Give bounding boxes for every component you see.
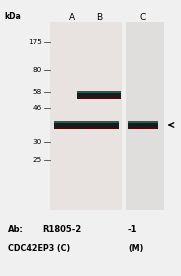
Text: 30: 30 (33, 139, 42, 145)
Bar (50, 22, 122, 210)
Bar (81, 127, 117, 129)
Bar (79, 121, 119, 129)
Text: A: A (69, 14, 75, 23)
Text: 25: 25 (33, 157, 42, 163)
Bar (56, 127, 88, 129)
Text: C: C (140, 14, 146, 23)
Bar (130, 127, 156, 129)
Text: B: B (96, 14, 102, 23)
Bar (77, 91, 121, 93)
Bar (126, 22, 164, 210)
Bar (54, 121, 90, 129)
Bar (79, 121, 119, 123)
Text: 80: 80 (33, 67, 42, 73)
Bar (79, 97, 119, 99)
Bar (54, 121, 90, 123)
Text: 175: 175 (28, 39, 42, 45)
Text: -1: -1 (128, 225, 138, 235)
Text: Ab:: Ab: (8, 225, 24, 235)
Text: kDa: kDa (4, 12, 21, 21)
Bar (128, 121, 158, 123)
Bar (77, 91, 121, 99)
Text: 58: 58 (33, 89, 42, 95)
Text: CDC42EP3 (C): CDC42EP3 (C) (8, 243, 70, 253)
Bar (128, 121, 158, 129)
Text: (M): (M) (128, 243, 143, 253)
Text: 46: 46 (33, 105, 42, 111)
Text: R1805-2: R1805-2 (42, 225, 81, 235)
